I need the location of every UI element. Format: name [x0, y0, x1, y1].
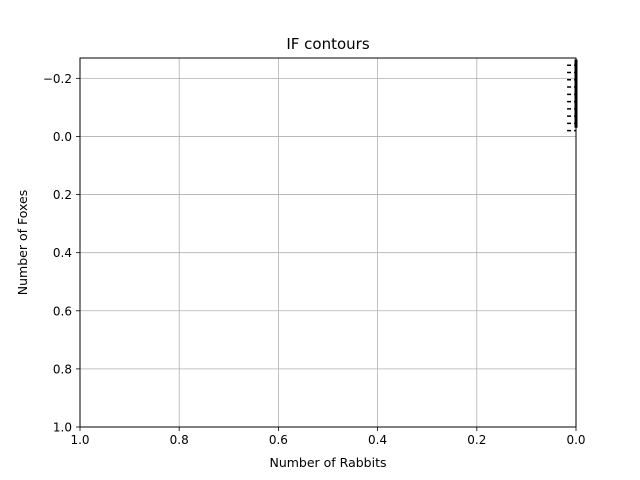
- x-axis-ticks: 1.0 0.8 0.6 0.4 0.2 0.0: [70, 427, 586, 447]
- grid-lines: [79, 58, 577, 428]
- y-tick-label: 0.4: [53, 246, 72, 260]
- y-tick-label: 0.0: [53, 130, 72, 144]
- x-tick-label: 0.0: [566, 433, 585, 447]
- x-tick-label: 0.2: [467, 433, 486, 447]
- x-tick-label: 0.8: [170, 433, 189, 447]
- x-axis-label: Number of Rabbits: [269, 455, 386, 470]
- plot-frame: [79, 57, 577, 428]
- y-tick-label: 0.8: [53, 362, 72, 376]
- x-tick-label: 0.4: [368, 433, 387, 447]
- y-tick-label: −0.2: [43, 72, 72, 86]
- y-axis-ticks: −0.2 0.0 0.2 0.4 0.6 0.8 1.0: [43, 72, 80, 435]
- y-tick-label: 0.6: [53, 304, 72, 318]
- y-axis-label: Number of Foxes: [15, 190, 30, 295]
- x-tick-label: 0.6: [269, 433, 288, 447]
- y-tick-label: 0.2: [53, 188, 72, 202]
- x-tick-label: 1.0: [70, 433, 89, 447]
- contour-series: [567, 59, 578, 132]
- y-tick-label: 1.0: [53, 421, 72, 435]
- chart-title: IF contours: [286, 35, 369, 53]
